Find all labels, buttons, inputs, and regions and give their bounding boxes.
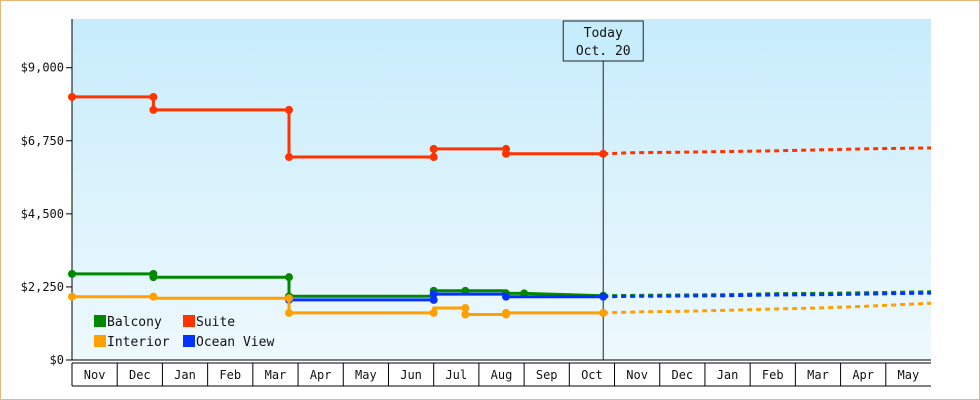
data-point-ocean-view — [599, 292, 608, 301]
data-point-balcony — [285, 273, 294, 282]
data-point-suite — [429, 144, 438, 153]
today-date: Oct. 20 — [576, 44, 631, 59]
legend: Balcony Suite Interior Ocean View — [94, 315, 274, 350]
x-tick-label: Dec — [671, 368, 693, 382]
data-point-interior — [68, 292, 76, 301]
x-tick-label: Jul — [445, 368, 467, 382]
y-axis: $0 $2,250 $4,500 $6,750 $9,000 — [21, 19, 931, 367]
series-layer — [68, 92, 932, 319]
x-tick-label: Nov — [84, 368, 106, 382]
today-box — [562, 20, 644, 62]
data-point-suite — [429, 153, 438, 162]
x-tick-label: Feb — [762, 368, 784, 382]
data-point-interior — [429, 308, 438, 317]
plot-background — [72, 19, 931, 360]
data-point-suite — [285, 105, 294, 114]
x-tick-label: Dec — [129, 368, 151, 382]
data-point-suite — [502, 149, 511, 158]
x-tick-label: Oct — [581, 368, 603, 382]
data-point-suite — [149, 105, 158, 114]
data-point-interior — [599, 308, 608, 317]
data-point-ocean-view — [429, 290, 438, 299]
x-tick-label: Mar — [807, 368, 829, 382]
legend-label-interior: Interior — [107, 335, 170, 350]
x-tick-label: Jan — [717, 368, 739, 382]
x-axis: Nov Dec Jan Feb Mar Apr May Jun Jul Aug Sep Oct Nov D… — [71, 362, 931, 387]
data-point-interior — [285, 294, 294, 303]
data-point-suite — [599, 149, 608, 158]
y-tick-label: $9,000 — [21, 61, 64, 75]
data-point-suite — [149, 92, 158, 101]
y-tick-label: $4,500 — [21, 207, 64, 221]
data-point-interior — [461, 310, 470, 319]
series-forecast-interior — [603, 301, 932, 315]
series-forecast-suite — [603, 146, 932, 156]
data-point-interior — [149, 292, 158, 301]
x-tick-label: Aug — [491, 368, 513, 382]
series-forecast-ocean-view — [603, 291, 932, 299]
data-point-interior — [502, 308, 511, 317]
x-tick-label: Mar — [265, 368, 287, 382]
data-point-balcony — [149, 273, 158, 282]
x-tick-label: May — [355, 368, 377, 382]
x-tick-label: Feb — [219, 368, 241, 382]
legend-swatch-suite — [183, 315, 195, 327]
data-point-suite — [68, 92, 76, 101]
data-point-ocean-view — [429, 295, 438, 304]
x-tick-label: Sep — [536, 368, 558, 382]
data-point-interior — [285, 308, 294, 317]
x-tick-label: Nov — [626, 368, 648, 382]
data-point-interior — [461, 304, 470, 313]
legend-label-ocean-view: Ocean View — [196, 335, 274, 350]
today-label: Today — [584, 26, 623, 41]
data-point-ocean-view — [502, 292, 511, 301]
legend-swatch-balcony — [94, 315, 106, 327]
legend-label-suite: Suite — [196, 315, 235, 330]
x-tick-label: May — [898, 368, 920, 382]
x-tick-label: Jun — [400, 368, 422, 382]
y-tick-label: $6,750 — [21, 134, 64, 148]
today-marker: Today Oct. 20 — [562, 20, 644, 360]
x-tick-label: Apr — [852, 368, 874, 382]
series-line-ocean-view — [289, 292, 604, 302]
legend-label-balcony: Balcony — [107, 315, 162, 330]
x-tick-label: Apr — [310, 368, 332, 382]
y-tick-label: $2,250 — [21, 280, 64, 294]
y-tick-label: $0 — [50, 353, 64, 367]
legend-swatch-interior — [94, 335, 106, 347]
data-point-suite — [285, 153, 294, 162]
legend-swatch-ocean-view — [183, 335, 195, 347]
data-point-balcony — [68, 269, 76, 278]
x-tick-label: Jan — [174, 368, 196, 382]
